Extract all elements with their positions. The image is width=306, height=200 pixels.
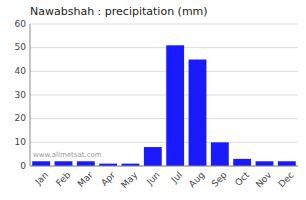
- x-tick-label: May: [119, 169, 140, 190]
- bars: [32, 45, 296, 166]
- y-tick-label: 40: [15, 66, 27, 76]
- x-tick-label: Mar: [76, 170, 95, 189]
- y-tick-label: 20: [15, 113, 27, 123]
- y-tick-label: 0: [20, 161, 26, 171]
- title: Nawabshah : precipitation (mm): [30, 5, 208, 18]
- x-axis: JanFebMarAprMayJun JulAugSepOctNovDec: [33, 169, 296, 190]
- watermark: www.allmetsat.com: [33, 151, 102, 159]
- y-tick-label: 10: [15, 137, 27, 147]
- x-tick-label: Oct: [233, 170, 251, 188]
- x-tick-label: Jan: [33, 170, 51, 188]
- grid-line: [30, 95, 298, 96]
- bar: [256, 161, 274, 166]
- y-tick-label: 30: [15, 90, 27, 100]
- bar: [211, 142, 229, 166]
- bar: [189, 60, 207, 167]
- bar: [233, 159, 251, 166]
- grid-line: [30, 166, 298, 167]
- grid-line: [30, 47, 298, 48]
- x-tick-label: Jun: [144, 170, 162, 188]
- bar: [55, 161, 73, 166]
- x-tick-label: Dec: [276, 170, 295, 189]
- grid-line: [30, 24, 298, 25]
- grid-line: [30, 142, 298, 143]
- bar: [166, 45, 184, 166]
- x-tick-label: Apr: [99, 170, 117, 188]
- grid-line: [30, 118, 298, 119]
- grid: [30, 24, 298, 166]
- y-axis: 0 10 20 30 40 50 60: [15, 19, 27, 171]
- x-tick-label: Sep: [210, 170, 229, 189]
- bar: [77, 161, 95, 166]
- y-tick-label: 50: [15, 42, 27, 52]
- grid-line: [30, 71, 298, 72]
- bar: [278, 161, 296, 166]
- x-tick-label: Feb: [54, 170, 73, 189]
- x-tick-label: Nov: [254, 169, 274, 189]
- x-tick-label: Jul: [169, 170, 184, 185]
- y-axis-line: [30, 24, 31, 166]
- bar: [32, 161, 50, 166]
- x-tick-label: Aug: [187, 170, 207, 190]
- y-tick-label: 60: [15, 19, 27, 29]
- x-axis-line: [30, 166, 298, 167]
- chart: 0 10 20 30 40 50 60 JanFebMarAprMayJun JulAugSep…: [0, 0, 306, 200]
- bar: [144, 147, 162, 166]
